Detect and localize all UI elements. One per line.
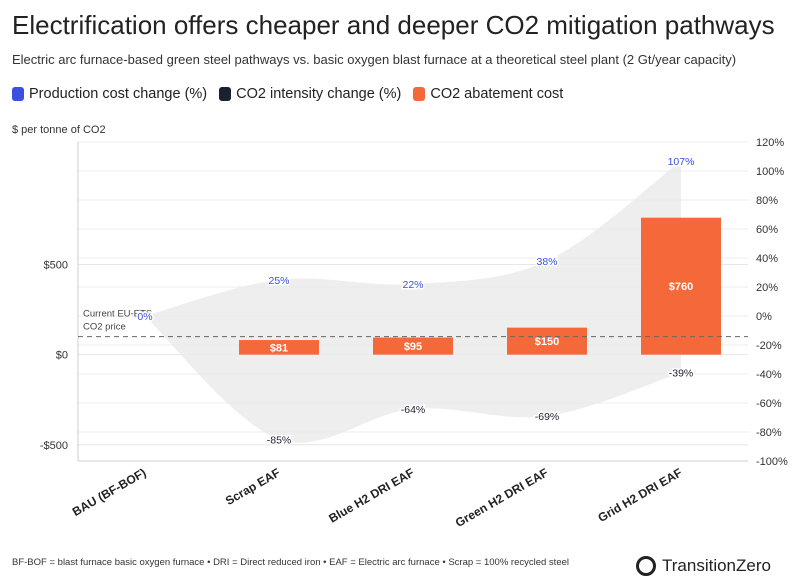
y-tick-label: -$500 [40,440,68,452]
legend-item-co2-intensity[interactable]: CO2 intensity change (%) [219,86,401,102]
bar-value-label: $81 [270,342,288,354]
production-cost-label: 38% [536,256,557,268]
legend-swatch-abatement-cost [413,87,426,101]
co2-intensity-label: -64% [401,404,426,416]
bar-value-label: $760 [669,281,693,293]
y2-tick-label: -80% [756,427,782,439]
x-tick-label: Green H2 DRI EAF [453,465,551,529]
chart-subtitle: Electric arc furnace-based green steel p… [12,52,737,67]
y2-tick-label: 60% [756,224,778,236]
bar-value-label: $95 [404,341,422,353]
y2-tick-label: -100% [756,456,788,468]
y2-tick-label: 20% [756,282,778,294]
x-tick-label: BAU (BF-BOF) [70,465,149,518]
bar-abatement-cost [373,337,453,355]
production-cost-label: 22% [402,279,423,291]
x-tick-label: Scrap EAF [223,465,283,507]
legend-item-production-cost[interactable]: Production cost change (%) [12,86,207,102]
bar-abatement-cost [239,340,319,355]
x-tick-label: Grid H2 DRI EAF [595,465,684,524]
range-band [145,160,681,443]
y2-tick-label: 120% [756,137,784,149]
y2-tick-label: -40% [756,369,782,381]
y2-tick-label: -20% [756,340,782,352]
co2-intensity-label: -85% [267,434,292,446]
chart-title: Electrification offers cheaper and deepe… [12,10,775,40]
y-tick-label: $0 [56,350,68,362]
bar-value-label: $150 [535,336,559,348]
eu-ets-label: Current EU-ETS [83,309,152,320]
legend-label-co2-intensity: CO2 intensity change (%) [236,86,402,102]
legend-label-abatement-cost: CO2 abatement cost [430,86,564,102]
y2-tick-label: 100% [756,166,784,178]
legend-swatch-production-cost [12,87,24,101]
y2-tick-label: 40% [756,253,778,265]
legend: Production cost change (%) CO2 intensity… [12,86,563,102]
y2-tick-label: -60% [756,398,782,410]
y-tick-label: $500 [44,260,68,272]
production-cost-label: 107% [668,156,695,168]
bar-abatement-cost [641,217,721,355]
brand-logo: TransitionZero [636,556,771,576]
y2-tick-label: 80% [756,195,778,207]
bar-abatement-cost [507,327,587,355]
y2-tick-label: 0% [756,311,772,323]
x-tick-label: Blue H2 DRI EAF [326,465,416,525]
legend-item-abatement-cost[interactable]: CO2 abatement cost [413,86,563,102]
co2-intensity-label: -69% [535,411,560,423]
footnote: BF-BOF = blast furnace basic oxygen furn… [12,557,569,568]
co2-intensity-label: -39% [669,368,694,380]
y-axis-unit-label: $ per tonne of CO2 [12,124,106,136]
eu-ets-label: CO2 price [83,322,126,333]
legend-label-production-cost: Production cost change (%) [29,86,208,102]
legend-swatch-co2-intensity [219,87,232,101]
logo-text: TransitionZero [662,556,771,575]
production-cost-label: 25% [268,275,289,287]
logo-icon [636,556,656,576]
production-cost-label: 0% [137,311,152,323]
